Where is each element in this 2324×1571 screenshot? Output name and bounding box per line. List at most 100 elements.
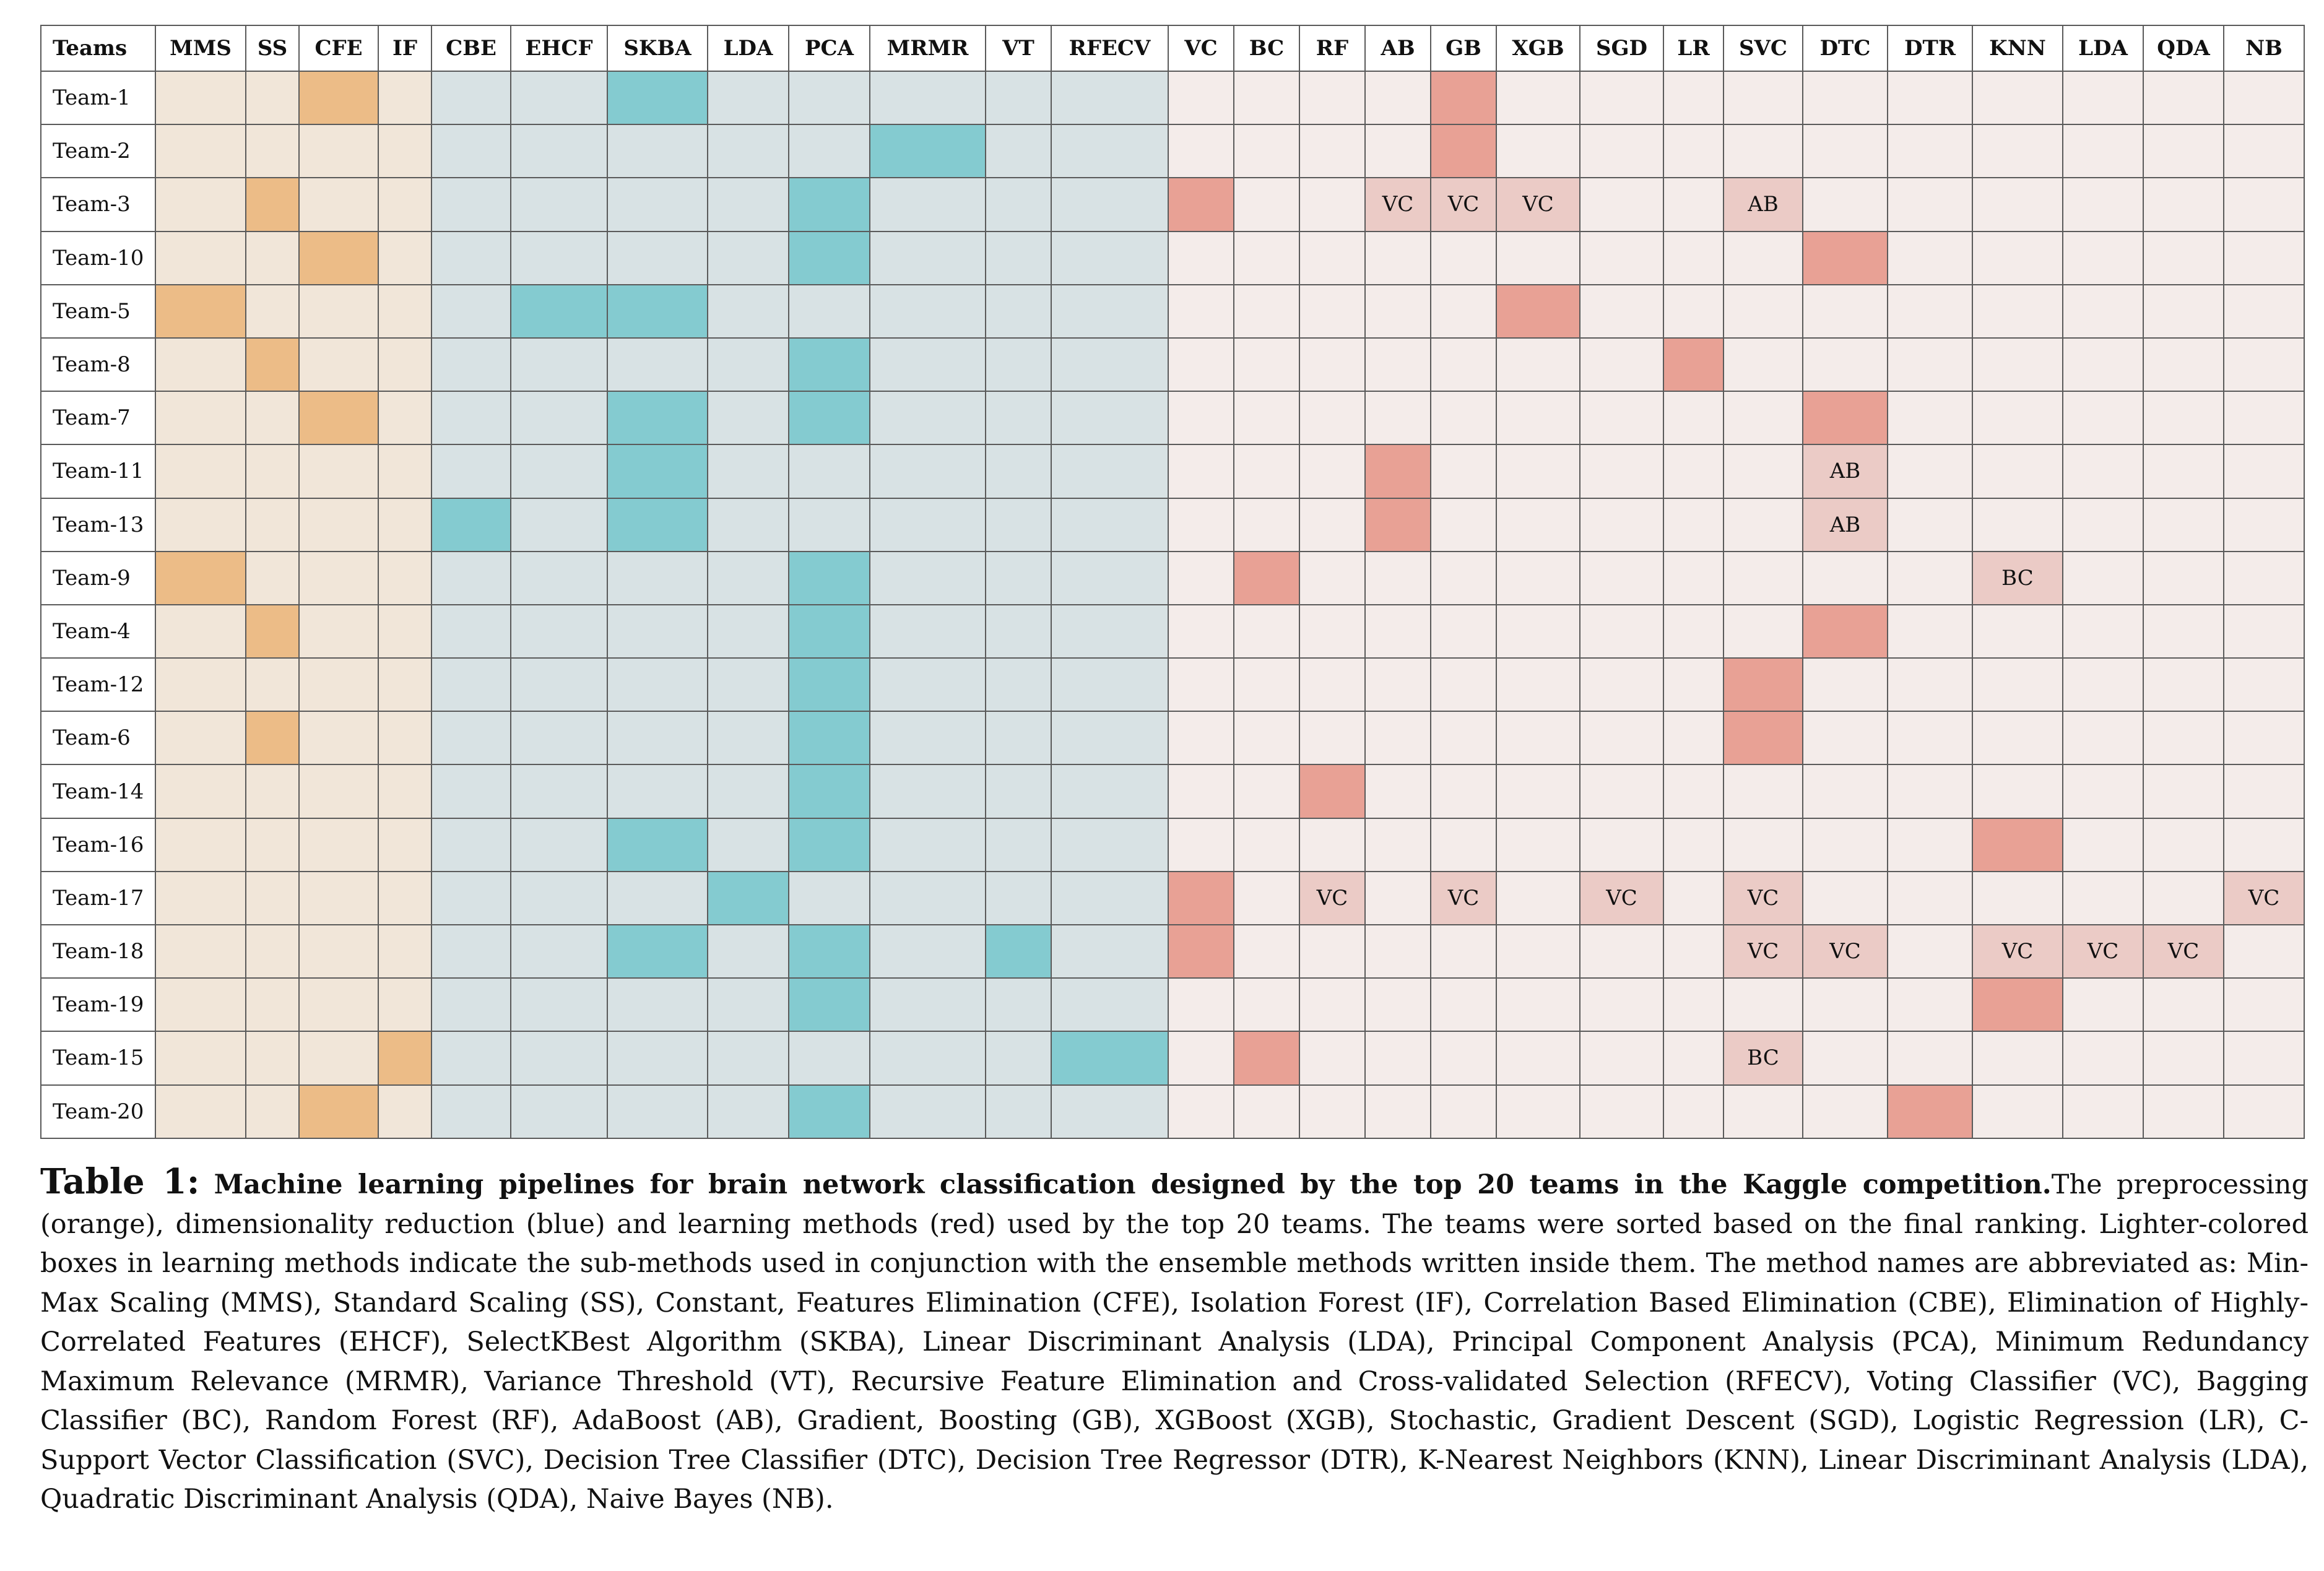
method-cell — [2223, 711, 2305, 766]
method-cell — [869, 230, 986, 285]
method-cell — [1233, 817, 1300, 872]
method-cell-submethod: VC — [1430, 177, 1497, 232]
method-cell — [1051, 283, 1169, 339]
method-cell — [1579, 817, 1664, 872]
method-cell — [2062, 711, 2144, 766]
method-cell — [378, 391, 432, 446]
method-cell — [245, 1031, 300, 1086]
method-cell — [707, 657, 789, 712]
method-cell — [869, 550, 986, 605]
method-cell — [298, 711, 379, 766]
method-cell — [607, 124, 708, 179]
method-cell — [1579, 337, 1664, 392]
method-cell — [869, 870, 986, 926]
method-cell — [155, 870, 246, 926]
table-row: Team-6 — [40, 711, 2324, 766]
method-cell — [1663, 283, 1724, 339]
method-cell — [431, 924, 511, 979]
method-cell — [1496, 444, 1580, 499]
method-cell — [1233, 711, 1300, 766]
method-cell — [1299, 924, 1366, 979]
method-cell — [245, 550, 300, 605]
method-cell — [1579, 283, 1664, 339]
method-cell — [2143, 550, 2224, 605]
column-header-nb: NB — [2223, 25, 2305, 72]
method-cell — [378, 550, 432, 605]
column-header-rf: RF — [1299, 25, 1366, 72]
method-cell-selected — [1887, 1084, 1973, 1140]
method-cell-selected — [510, 283, 608, 339]
method-cell — [869, 177, 986, 232]
method-cell — [1496, 337, 1580, 392]
method-cell-submethod: AB — [1723, 177, 1803, 232]
method-cell — [1299, 230, 1366, 285]
method-cell — [1496, 124, 1580, 179]
method-cell — [869, 444, 986, 499]
method-cell — [1168, 337, 1234, 392]
table-row: Team-18 VC VC VC VC VC — [40, 924, 2324, 979]
method-cell — [2143, 283, 2224, 339]
method-cell — [378, 870, 432, 926]
team-name-cell: Team-15 — [40, 1031, 156, 1086]
method-cell-selected — [788, 764, 870, 819]
column-header-pca: PCA — [788, 25, 870, 72]
team-name-cell: Team-11 — [40, 444, 156, 499]
method-cell — [869, 1031, 986, 1086]
method-cell — [155, 711, 246, 766]
method-cell — [2223, 817, 2305, 872]
method-cell — [245, 764, 300, 819]
method-cell — [1723, 391, 1803, 446]
method-cell — [1299, 497, 1366, 552]
method-cell — [1299, 657, 1366, 712]
method-cell — [1579, 550, 1664, 605]
method-cell — [985, 764, 1052, 819]
method-cell — [1496, 924, 1580, 979]
method-cell — [1168, 817, 1234, 872]
method-cell — [2223, 1084, 2305, 1140]
method-cell-selected — [607, 817, 708, 872]
method-cell — [378, 177, 432, 232]
method-cell-selected — [155, 283, 246, 339]
method-cell — [607, 337, 708, 392]
method-cell — [510, 230, 608, 285]
method-cell — [1802, 70, 1888, 126]
method-cell — [155, 391, 246, 446]
method-cell — [607, 764, 708, 819]
method-cell — [155, 1031, 246, 1086]
method-cell — [1579, 230, 1664, 285]
method-cell — [1051, 124, 1169, 179]
team-name-cell: Team-2 — [40, 124, 156, 179]
team-name-cell: Team-8 — [40, 337, 156, 392]
table-row: Team-16 — [40, 817, 2324, 872]
method-cell-selected — [788, 924, 870, 979]
method-cell-selected — [298, 1084, 379, 1140]
method-cell — [1887, 870, 1973, 926]
method-cell — [1887, 497, 1973, 552]
method-cell — [298, 497, 379, 552]
method-cell — [788, 70, 870, 126]
method-cell — [1364, 924, 1431, 979]
column-header-skba: SKBA — [607, 25, 708, 72]
method-cell-submethod: VC — [1579, 870, 1664, 926]
method-cell — [1364, 70, 1431, 126]
method-cell — [510, 657, 608, 712]
method-cell — [788, 444, 870, 499]
method-cell — [1579, 1031, 1664, 1086]
method-cell — [2062, 230, 2144, 285]
method-cell-selected — [788, 604, 870, 659]
method-cell — [1887, 1031, 1973, 1086]
method-cell — [869, 711, 986, 766]
method-cell — [1579, 497, 1664, 552]
table-row: Team-4 — [40, 604, 2324, 659]
method-cell — [1051, 977, 1169, 1032]
method-cell — [1723, 604, 1803, 659]
method-cell — [1168, 230, 1234, 285]
method-cell — [1430, 1031, 1497, 1086]
method-cell-selected — [1364, 444, 1431, 499]
method-cell — [2143, 711, 2224, 766]
method-cell — [2223, 124, 2305, 179]
table-row: Team-10 — [40, 230, 2324, 285]
method-cell — [1364, 870, 1431, 926]
method-cell — [2143, 870, 2224, 926]
method-cell — [985, 604, 1052, 659]
